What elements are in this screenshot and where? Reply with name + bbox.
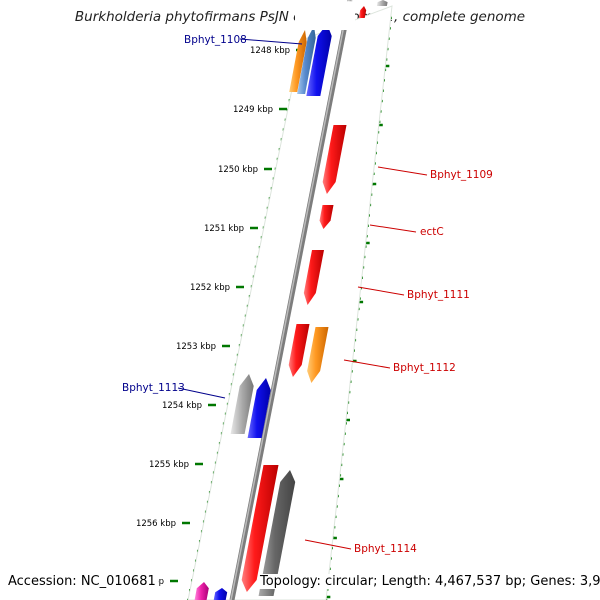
- accession-label: Accession: NC_010681: [6, 574, 158, 589]
- gene-arrow: [307, 327, 329, 383]
- gene-arrow: [303, 250, 324, 305]
- gene-label: Bphyt_1109: [430, 169, 493, 181]
- gene-arrow: [306, 24, 332, 96]
- gene-arrow: [289, 30, 307, 92]
- topology-label: Topology: circular; Length: 4,467,537 bp…: [258, 574, 600, 589]
- gene-arrow: [319, 205, 334, 229]
- gene-arrow: [194, 582, 209, 600]
- gene-label: Bphyt_1112: [393, 362, 456, 374]
- kbp-tick-label: 1256 kbp: [136, 519, 176, 529]
- gene-arrow: [213, 588, 228, 600]
- gene-arrow: [247, 378, 271, 438]
- gene-label: ectC: [420, 226, 444, 238]
- kbp-tick-label: 1250 kbp: [218, 165, 258, 175]
- gene-label: Bphyt_1114: [354, 543, 417, 555]
- gene-arrow: [241, 465, 279, 592]
- gene-label-leader: [177, 387, 226, 399]
- kbp-tick-label: 1253 kbp: [176, 342, 216, 352]
- gene-fade: [295, 0, 355, 30]
- gene-arrow: [297, 26, 316, 94]
- gene-label-leader: [239, 38, 303, 45]
- kbp-tick-label: 1249 kbp: [233, 105, 273, 115]
- gene-arrow: [358, 6, 367, 18]
- kbp-tick-label: 1252 kbp: [190, 283, 230, 293]
- gene-label-leader: [304, 539, 352, 550]
- gene-arrow: [322, 125, 347, 194]
- kbp-tick-label: 1251 kbp: [204, 224, 244, 234]
- gene-label-leader: [343, 359, 391, 369]
- gene-label: Bphyt_1113: [122, 382, 185, 394]
- genome-backbone-highlight: [230, 0, 350, 600]
- gene-arrow: [258, 470, 296, 596]
- kbp-tick-label: 1254 kbp: [162, 401, 202, 411]
- gene-label-leader: [377, 166, 428, 176]
- kbp-tick-label: 1255 kbp: [149, 460, 189, 470]
- gene-label: Bphyt_1108: [184, 34, 247, 46]
- kbp-tick-label: 1248 kbp: [250, 46, 290, 56]
- gene-label: Bphyt_1111: [407, 289, 470, 301]
- gene-label-leader: [357, 286, 405, 296]
- gene-arrow: [230, 374, 254, 434]
- gene-label-leader: [369, 224, 417, 233]
- gene-arrow: [376, 0, 388, 6]
- genome-backbone: [229, 0, 353, 600]
- gene-arrow: [288, 324, 310, 377]
